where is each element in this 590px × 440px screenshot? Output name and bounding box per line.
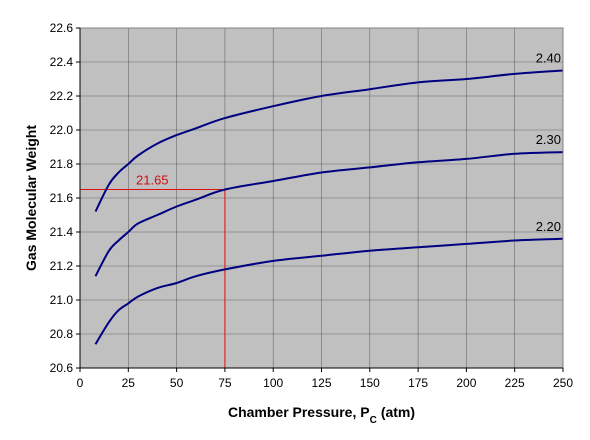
x-tick-label: 175 [408,376,428,390]
x-axis-title-main: Chamber Pressure, P [228,404,370,420]
y-tick-label: 20.8 [50,327,74,341]
x-tick-label: 150 [360,376,380,390]
annotation-label: 21.65 [136,173,169,188]
axes [76,27,564,372]
series-labels: 2.40 2.30 2.20 [536,51,561,234]
x-axis-title-subscript: C [370,415,377,426]
plot-area [80,28,563,368]
series-line-2-20 [94,237,564,345]
x-tick-label: 50 [170,376,184,390]
series-lines [94,69,564,345]
y-tick-label: 22.4 [50,55,74,69]
series-label-2-20: 2.20 [536,219,561,234]
x-tick-label: 0 [77,376,84,390]
x-tick-label: 75 [218,376,232,390]
x-tick-label: 250 [553,376,573,390]
y-tick-labels: 20.6 20.8 21.0 21.2 21.4 21.6 21.8 22.0 22.2 22.4… [50,21,74,375]
y-tick-label: 20.6 [50,361,74,375]
series-label-2-40: 2.40 [536,51,561,66]
series-line-2-30 [94,151,564,277]
x-tick-label: 225 [505,376,525,390]
x-tick-labels: 0 25 50 75 100 125 150 175 200 225 250 [77,376,574,390]
y-tick-label: 21.8 [50,157,74,171]
series-label-2-30: 2.30 [536,132,561,147]
y-tick-label: 21.0 [50,293,74,307]
annotation: 21.65 [80,173,226,368]
y-tick-label: 22.6 [50,21,74,35]
x-tick-label: 100 [263,376,283,390]
y-axis-title: Gas Molecular Weight [23,125,39,271]
series-line-2-40 [94,69,564,213]
x-axis-title-units: (atm) [381,404,415,420]
x-tick-label: 125 [311,376,331,390]
x-axis-title: Chamber Pressure, PC (atm) [228,404,415,426]
x-tick-label: 25 [122,376,136,390]
x-tick-label: 200 [456,376,476,390]
y-tick-label: 21.2 [50,259,74,273]
y-tick-label: 21.4 [50,225,74,239]
y-tick-label: 22.0 [50,123,74,137]
y-tick-label: 22.2 [50,89,74,103]
y-tick-label: 21.6 [50,191,74,205]
